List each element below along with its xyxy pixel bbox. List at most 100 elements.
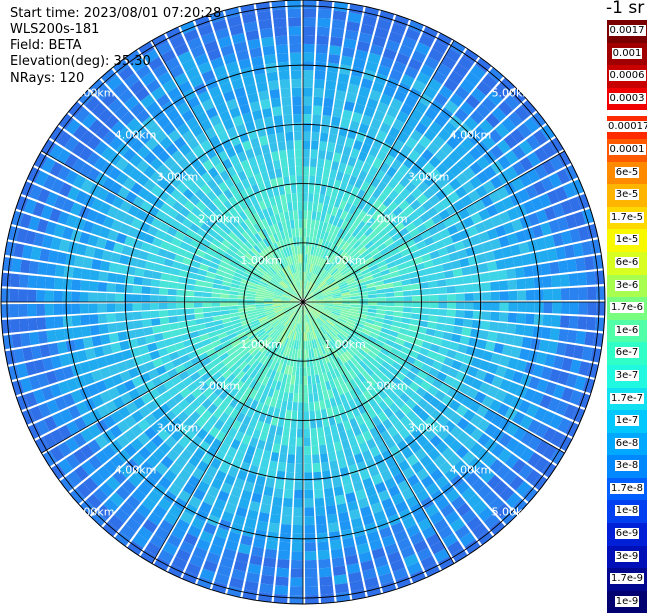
range-gate-cell	[329, 351, 336, 361]
range-gate-cell	[496, 186, 509, 200]
range-gate-cell	[365, 318, 375, 325]
range-gate-cell	[319, 269, 326, 278]
range-gate-cell	[432, 337, 443, 346]
range-gate-cell	[242, 75, 256, 87]
range-gate-cell	[299, 376, 303, 385]
range-gate-cell	[221, 281, 232, 287]
range-gate-cell	[225, 61, 240, 74]
range-gate-cell	[370, 268, 381, 275]
range-gate-cell	[214, 573, 230, 586]
range-gate-cell	[423, 428, 436, 441]
range-gate-cell	[115, 283, 125, 293]
range-gate-cell	[284, 383, 291, 393]
range-gate-cell	[442, 262, 453, 271]
range-gate-cell	[62, 291, 72, 302]
range-gate-cell	[162, 214, 175, 226]
range-gate-cell	[231, 32, 246, 45]
range-gate-cell	[250, 335, 260, 344]
range-gate-cell	[381, 273, 392, 280]
range-gate-cell	[546, 189, 560, 205]
range-gate-cell	[354, 453, 365, 464]
range-gate-cell	[456, 502, 471, 517]
range-gate-cell	[238, 349, 248, 358]
range-gate-cell	[514, 105, 530, 122]
range-gate-cell	[307, 263, 311, 273]
range-gate-cell	[443, 121, 457, 136]
range-gate-cell	[427, 448, 441, 461]
range-gate-cell	[282, 306, 292, 311]
range-gate-cell	[196, 393, 208, 404]
range-gate-cell	[527, 435, 542, 451]
range-gate-cell	[401, 279, 411, 286]
range-gate-cell	[431, 213, 443, 225]
range-gate-cell	[387, 551, 402, 564]
range-gate-cell	[214, 274, 224, 281]
range-gate-cell	[243, 481, 255, 493]
range-gate-cell	[383, 154, 395, 166]
range-gate-cell	[104, 354, 116, 366]
range-gate-cell	[222, 276, 233, 283]
range-gate-cell	[422, 441, 435, 455]
range-gate-cell	[187, 350, 198, 360]
range-gate-cell	[333, 271, 342, 279]
azimuth-spoke	[302, 150, 565, 303]
range-gate-cell	[409, 441, 422, 454]
range-gate-cell	[45, 191, 59, 207]
range-gate-cell	[281, 296, 291, 300]
range-gate-cell	[201, 69, 216, 83]
range-gate-cell	[335, 449, 345, 460]
range-gate-cell	[176, 247, 187, 257]
range-gate-cell	[129, 153, 143, 168]
range-gate-cell	[340, 266, 349, 274]
range-gate-cell	[166, 449, 180, 462]
range-gate-cell	[138, 405, 151, 418]
range-gate-cell	[303, 314, 306, 324]
range-gate-cell	[268, 282, 277, 289]
range-gate-cell	[257, 285, 267, 290]
range-gate-cell	[304, 472, 313, 482]
range-gate-cell	[459, 257, 470, 268]
range-gate-cell	[542, 427, 557, 443]
range-gate-cell	[524, 117, 539, 134]
range-gate-cell	[316, 167, 324, 177]
range-gate-cell	[312, 320, 319, 329]
range-gate-cell	[232, 275, 242, 282]
range-gate-cell	[179, 511, 194, 525]
range-gate-cell	[413, 375, 424, 386]
range-gate-cell	[429, 287, 439, 295]
range-gate-cell	[115, 232, 127, 244]
range-gate-cell	[337, 366, 345, 376]
range-gate-cell	[127, 204, 140, 217]
range-gate-cell	[550, 448, 565, 465]
range-gate-cell	[307, 313, 311, 323]
range-gate-cell	[295, 228, 300, 238]
range-gate-cell	[212, 185, 223, 197]
colorbar-label: 3e-5	[614, 189, 640, 201]
range-gate-cell	[314, 294, 324, 298]
range-gate-cell	[146, 400, 158, 413]
range-gate-cell	[215, 430, 227, 443]
range-gate-cell	[378, 572, 394, 585]
range-gate-cell	[574, 375, 587, 391]
range-gate-cell	[76, 349, 88, 363]
range-gate-cell	[282, 278, 290, 287]
range-gate-cell	[269, 266, 277, 275]
azimuth-spoke	[41, 150, 304, 303]
range-gate-cell	[110, 454, 125, 469]
range-gate-cell	[525, 469, 541, 485]
range-gate-cell	[147, 122, 162, 137]
range-gate-cell	[371, 81, 385, 94]
range-gate-cell	[389, 247, 400, 256]
range-gate-cell	[209, 335, 220, 343]
colorbar-label: 0.001	[611, 47, 643, 59]
range-gate-cell	[360, 223, 370, 234]
range-gate-cell	[262, 346, 270, 355]
range-gate-cell	[314, 305, 324, 310]
range-gate-cell	[200, 139, 213, 152]
range-gate-cell	[273, 115, 283, 125]
colorbar-label: 0.00017	[607, 121, 647, 133]
range-gate-cell	[315, 304, 325, 308]
range-gate-cell	[382, 185, 393, 197]
range-gate-cell	[442, 331, 453, 341]
range-gate-cell	[320, 364, 326, 374]
